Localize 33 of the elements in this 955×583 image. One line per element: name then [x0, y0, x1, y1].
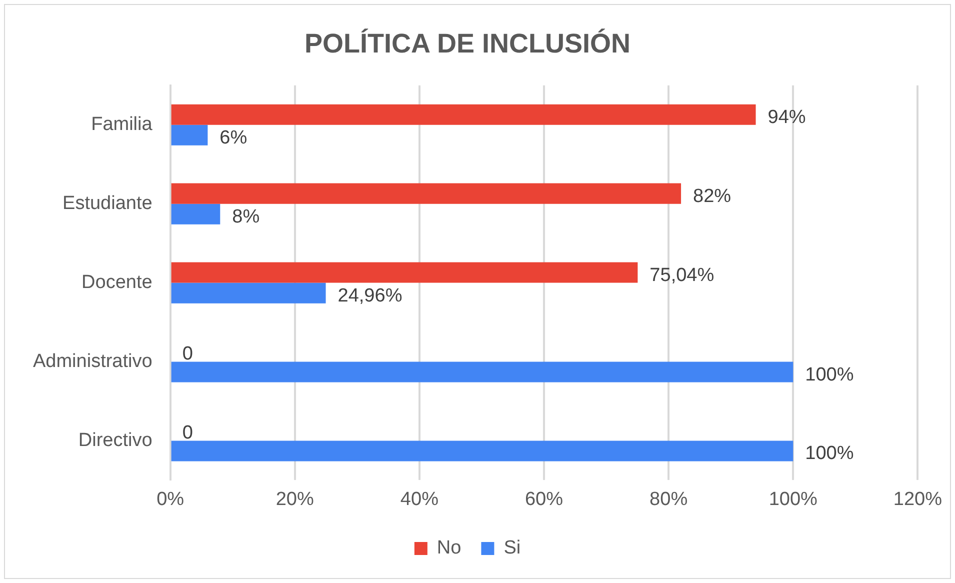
chart-title: POLÍTICA DE INCLUSIÓN — [304, 28, 631, 59]
x-tick-label: 40% — [400, 488, 439, 510]
legend-label: No — [436, 538, 462, 559]
x-tick-label: 60% — [524, 488, 564, 510]
bar — [171, 262, 638, 283]
bar — [171, 204, 220, 224]
data-label: 75,04% — [650, 264, 714, 286]
bar — [171, 282, 326, 304]
legend-label: Si — [504, 538, 521, 559]
y-tick-label: Directivo — [78, 430, 152, 451]
bar — [171, 183, 682, 204]
data-label: 0 — [182, 344, 193, 365]
data-label: 94% — [768, 106, 806, 128]
bar — [171, 440, 794, 462]
y-tick-label: Familia — [91, 114, 153, 136]
y-tick-label: Administrativo — [32, 350, 152, 372]
bar — [171, 124, 208, 146]
data-label: 100% — [805, 364, 854, 386]
data-label: 100% — [805, 443, 854, 464]
x-tick-label: 0% — [156, 488, 184, 510]
data-label: 24,96% — [338, 285, 402, 306]
bar — [171, 362, 794, 382]
y-tick-label: Docente — [82, 272, 152, 294]
x-tick-label: 120% — [893, 488, 942, 510]
data-label: 0 — [182, 422, 193, 444]
x-tick-label: 20% — [276, 488, 314, 510]
x-tick-label: 100% — [768, 488, 818, 510]
x-tick-label: 80% — [650, 488, 688, 510]
data-label: 8% — [232, 206, 260, 228]
data-label: 82% — [693, 186, 732, 207]
y-tick-label: Estudiante — [62, 193, 152, 214]
bar — [171, 104, 756, 125]
data-label: 6% — [220, 127, 248, 148]
